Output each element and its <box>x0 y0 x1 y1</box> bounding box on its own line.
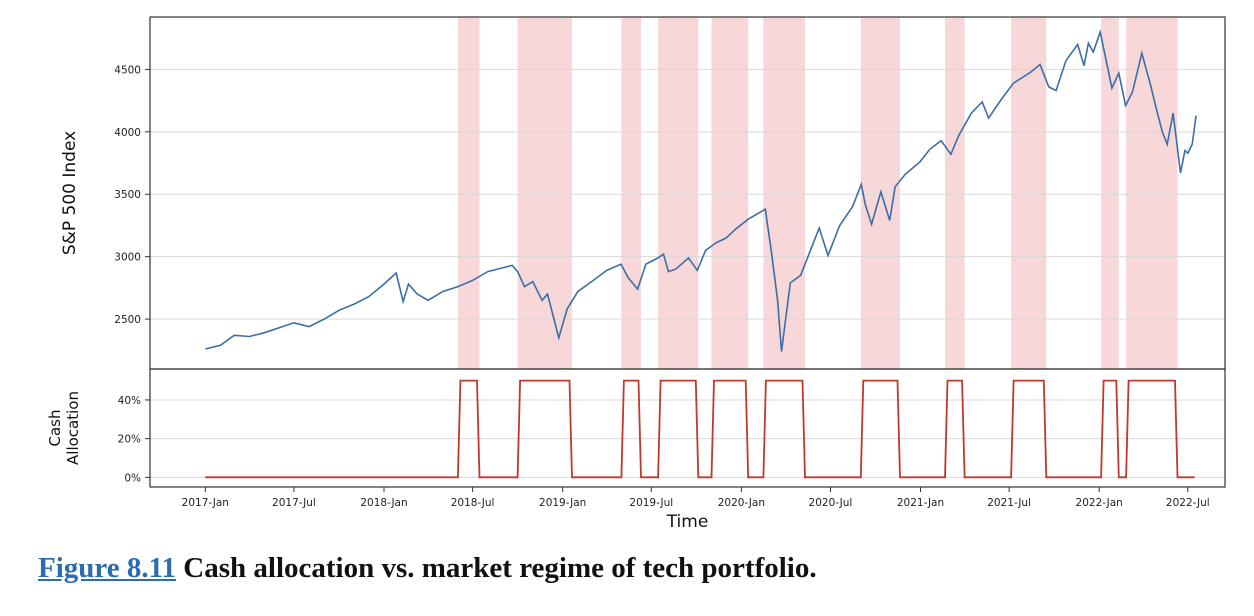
price-y-tick-label: 3500 <box>114 189 141 201</box>
time-x-tick-label: 2018-Jul <box>451 497 495 509</box>
price-y-tick-label: 2500 <box>114 314 141 326</box>
time-x-tick-label: 2017-Jan <box>182 497 229 509</box>
regime-band-10 <box>1101 17 1119 369</box>
allocation-y-tick-label: 40% <box>118 395 141 407</box>
regime-band-1 <box>457 17 480 369</box>
time-x-tick-label: 2020-Jul <box>809 497 853 509</box>
time-x-tick-label: 2021-Jul <box>987 497 1031 509</box>
allocation-y-axis-label: CashAllocation <box>46 391 82 465</box>
regime-band-11 <box>1126 17 1178 369</box>
regime-band-6 <box>763 17 805 369</box>
price-y-axis-label: S&P 500 Index <box>60 131 80 255</box>
allocation-y-ticks: 0% 20% 40% <box>118 395 150 484</box>
time-x-tick-label: 2022-Jul <box>1166 497 1210 509</box>
regime-band-4 <box>658 17 699 369</box>
time-x-tick-label: 2022-Jan <box>1076 497 1123 509</box>
price-y-tick-label: 3000 <box>114 252 141 264</box>
allocation-panel-frame <box>149 368 1226 488</box>
price-y-tick-label: 4500 <box>114 64 141 76</box>
allocation-gridlines <box>150 399 1225 478</box>
figure-caption-text: Cash allocation vs. market regime of tec… <box>183 552 817 584</box>
price-y-tick-label: 4000 <box>114 127 141 139</box>
price-panel: 2500 3000 3500 4000 4500 <box>114 16 1226 370</box>
time-x-tick-label: 2020-Jan <box>718 497 765 509</box>
time-x-axis-label: Time <box>666 512 709 532</box>
allocation-y-tick-label: 20% <box>118 434 141 446</box>
regime-band-9 <box>1011 17 1047 369</box>
sp500-price-line <box>205 28 1197 352</box>
price-y-ticks: 2500 3000 3500 4000 4500 <box>114 64 150 326</box>
time-x-tick-label: 2018-Jan <box>360 497 407 509</box>
time-x-tick-label: 2017-Jul <box>272 497 316 509</box>
time-x-tick-label: 2019-Jan <box>539 497 586 509</box>
time-x-tick-label: 2021-Jan <box>897 497 944 509</box>
allocation-panel: 0% 20% 40% 2017-Jan 2017-Jul 2018-Jan 2018-Ju… <box>118 368 1226 509</box>
regime-band-8 <box>944 17 965 369</box>
regime-band-5 <box>711 17 749 369</box>
regime-bands <box>457 17 1178 369</box>
figure-caption: Figure 8.11 Cash allocation vs. market r… <box>38 552 817 585</box>
cash-allocation-line <box>205 379 1195 479</box>
allocation-y-tick-label: 0% <box>124 472 141 484</box>
regime-band-3 <box>621 17 641 369</box>
time-x-ticks: 2017-Jan 2017-Jul 2018-Jan 2018-Jul 2019-Jan… <box>182 487 1210 509</box>
time-x-tick-label: 2019-Jul <box>629 497 673 509</box>
figure-reference-link[interactable]: Figure 8.11 <box>38 552 177 584</box>
price-gridlines <box>150 68 1225 320</box>
regime-band-2 <box>517 17 572 369</box>
